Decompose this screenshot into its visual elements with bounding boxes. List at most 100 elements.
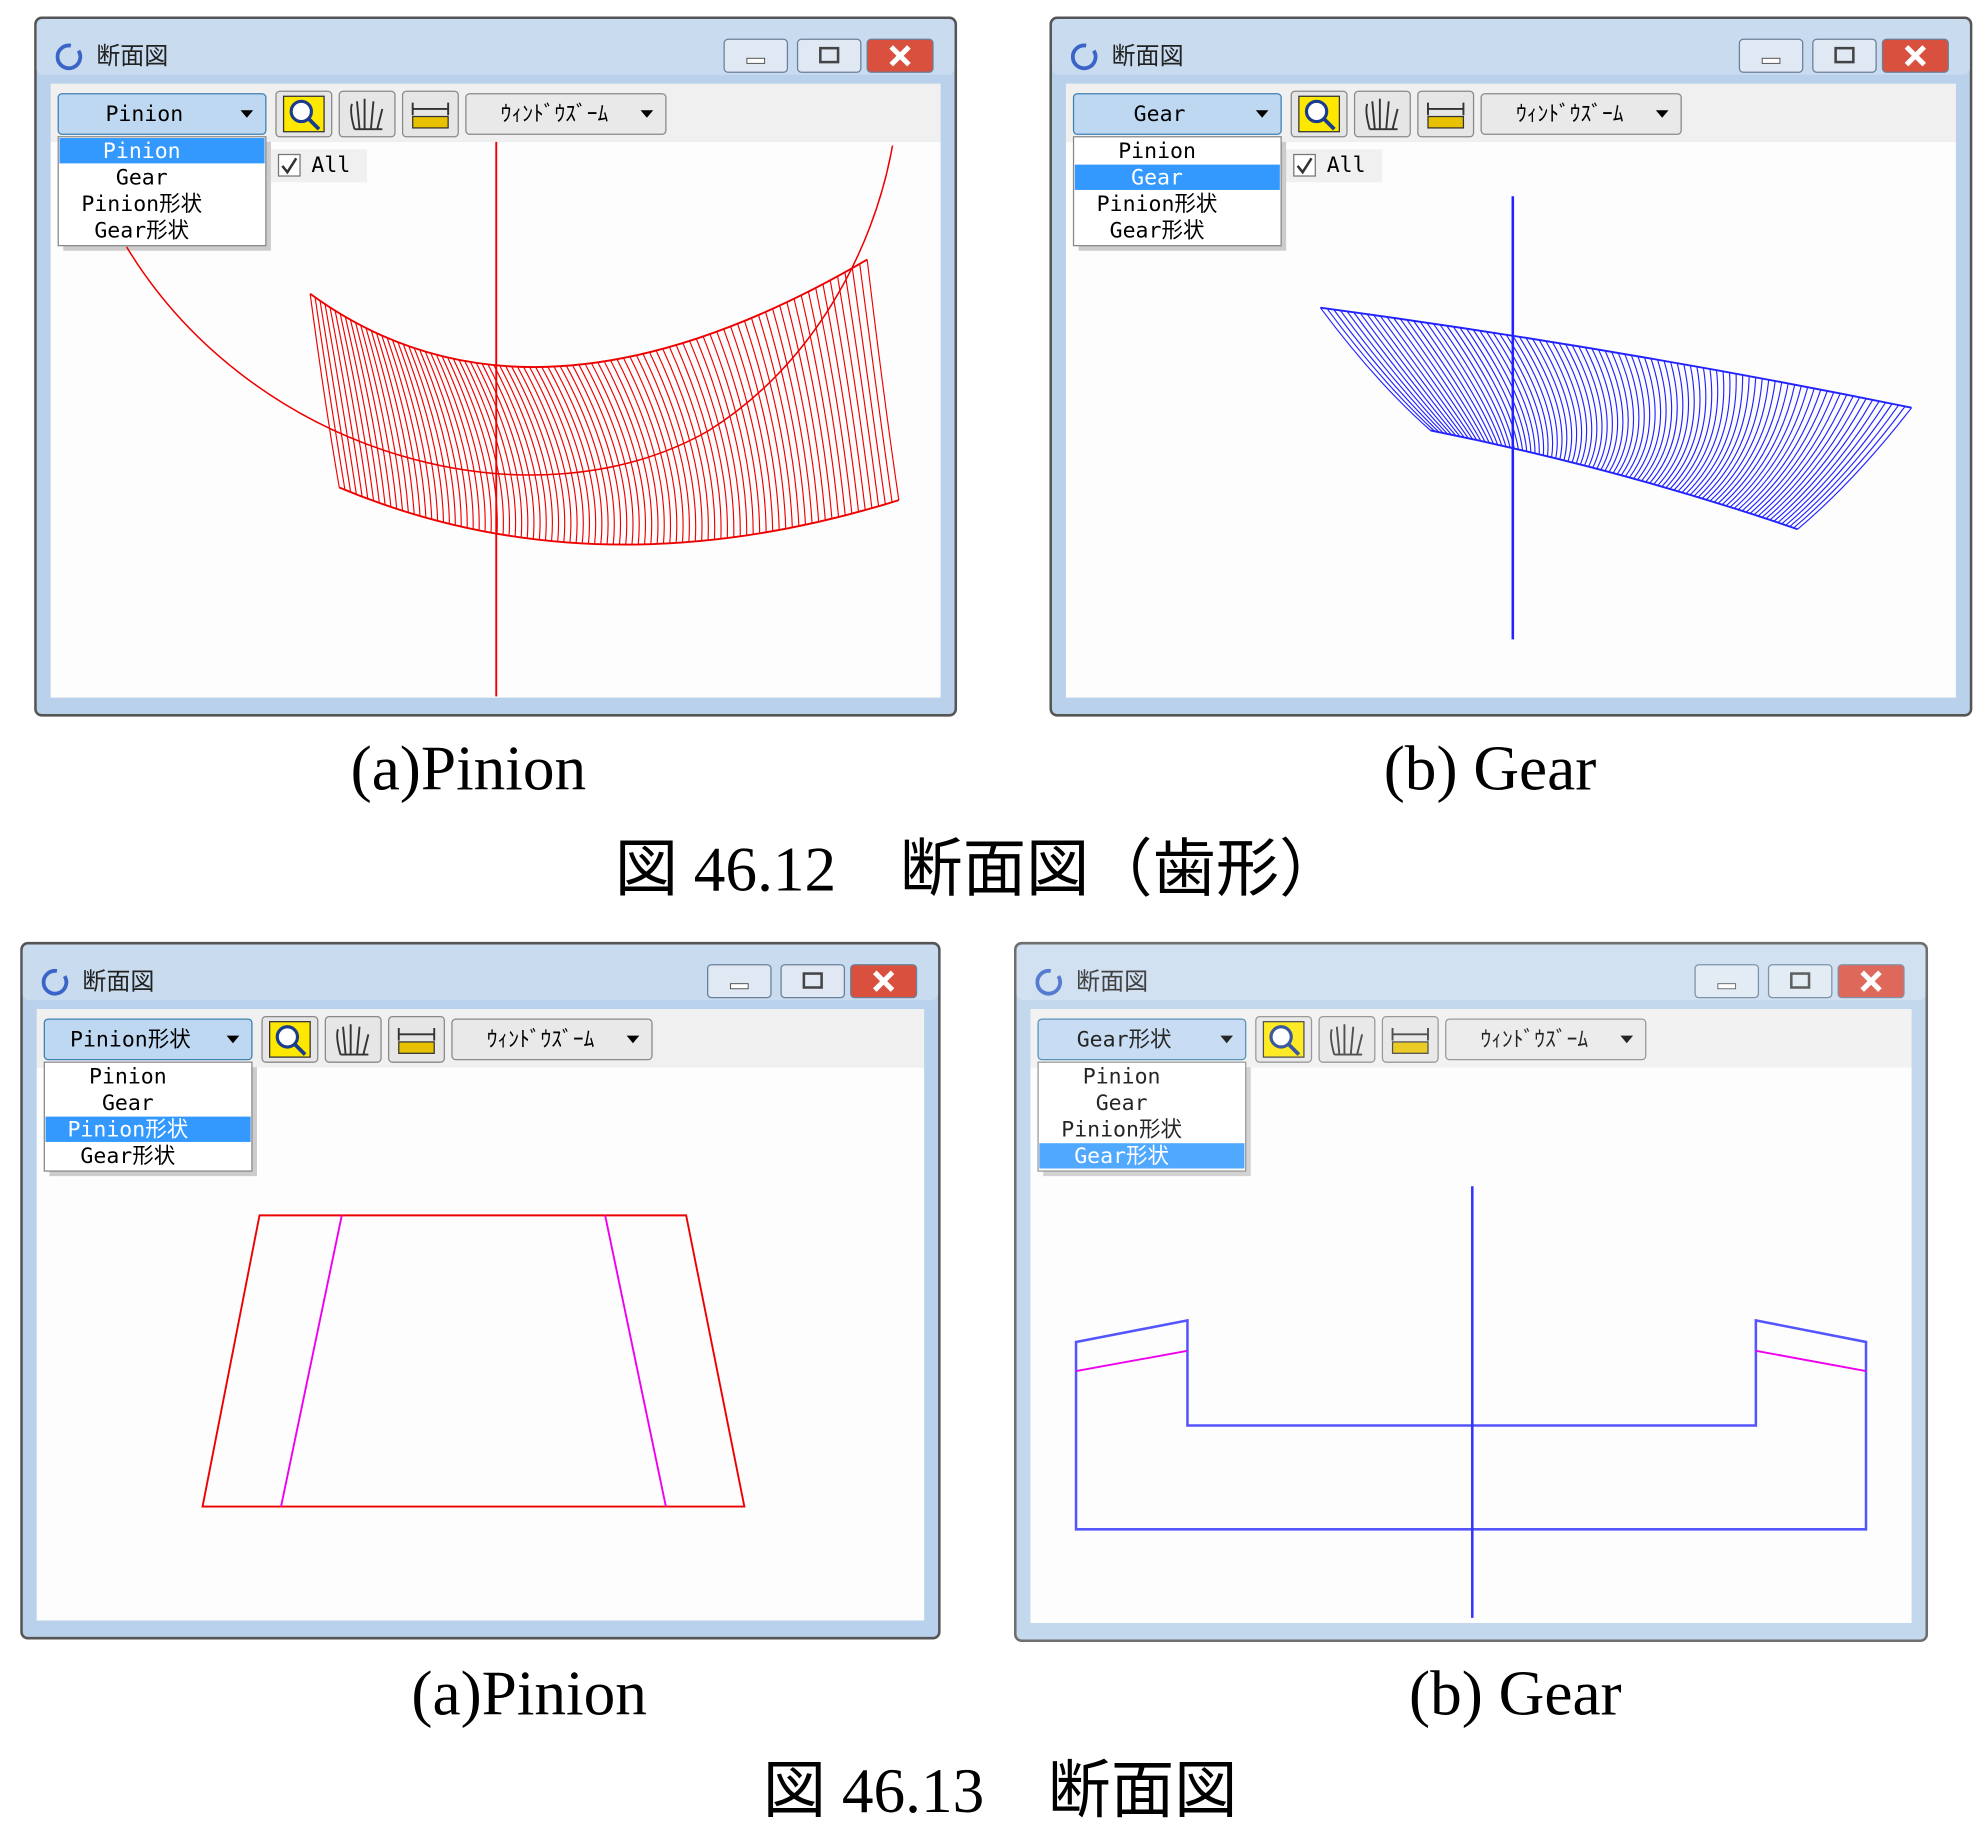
- dropdown-item[interactable]: Pinion形状: [81, 192, 202, 217]
- gear-mesh-line: [1538, 339, 1573, 462]
- pinion-mesh-line: [464, 360, 511, 536]
- gear-mesh-line: [1649, 361, 1678, 484]
- pinion-mesh-line: [339, 313, 375, 501]
- maximize-button[interactable]: [1767, 964, 1833, 999]
- dropdown-item[interactable]: Pinion: [1083, 1064, 1161, 1089]
- dropdown-highlight: [59, 138, 265, 164]
- minimize-button[interactable]: [707, 964, 772, 999]
- dropdown-item[interactable]: Pinion形状: [1061, 1118, 1182, 1143]
- measure-icon: [1391, 1041, 1429, 1054]
- gear-mesh-line: [1669, 367, 1707, 490]
- dropdown-item[interactable]: Gear: [1096, 1091, 1148, 1116]
- gear-mesh-line: [1753, 393, 1841, 516]
- dropdown-item[interactable]: Pinion形状: [67, 1118, 188, 1143]
- maximize-button-bg: [796, 38, 862, 73]
- pinion-mesh-line: [487, 364, 535, 540]
- close-button[interactable]: [1837, 964, 1905, 999]
- pinion-mesh-line: [319, 300, 352, 493]
- close-button[interactable]: [866, 38, 934, 73]
- zoom-mode-combo[interactable]: ｳｨﾝﾄﾞｳｽﾞｰﾑ: [1445, 1018, 1647, 1061]
- pinion-mesh-line: [822, 284, 860, 512]
- pinion-mesh-line: [517, 366, 566, 543]
- gear-mesh-line: [1446, 325, 1511, 448]
- gear-mesh-line: [1645, 360, 1673, 483]
- pan-button[interactable]: [1353, 90, 1411, 138]
- dropdown-item[interactable]: Pinion: [1118, 139, 1196, 164]
- gear-mesh-line: [1333, 309, 1440, 433]
- measure-button[interactable]: [1417, 90, 1475, 138]
- dropdown-item[interactable]: Pinion: [103, 139, 181, 164]
- part-combo[interactable]: Gear形状: [1037, 1018, 1247, 1061]
- pinion-mesh-line: [324, 304, 357, 495]
- checkbox[interactable]: [1293, 153, 1316, 177]
- part-combo[interactable]: Pinion形状: [43, 1018, 253, 1061]
- close-button[interactable]: [850, 964, 918, 999]
- dropdown-item[interactable]: Gear形状: [94, 219, 189, 244]
- minimize-glyph: [746, 57, 766, 64]
- dropdown-item[interactable]: Gear: [116, 166, 168, 191]
- dropdown-item[interactable]: Gear形状: [80, 1144, 175, 1169]
- maximize-button-bg: [1812, 38, 1877, 73]
- dropdown-item[interactable]: Gear: [102, 1091, 154, 1116]
- pan-button[interactable]: [338, 90, 396, 138]
- pan-button[interactable]: [1318, 1015, 1376, 1063]
- zoom-button[interactable]: [275, 90, 333, 138]
- pinion-mesh-line: [807, 291, 846, 516]
- gear-mesh-line: [1633, 357, 1656, 479]
- close-glyph: [889, 45, 911, 67]
- pinion-mesh-line: [572, 365, 622, 545]
- zoom-mode-combo[interactable]: ｳｨﾝﾄﾞｳｽﾞｰﾑ: [465, 93, 667, 135]
- figure-caption: 図 46.12 断面図（歯形）: [615, 835, 1343, 905]
- pinion-mesh-line: [851, 268, 886, 505]
- gear-mesh-line: [1571, 345, 1598, 467]
- dropdown-item[interactable]: Gear形状: [1074, 1144, 1169, 1169]
- app-icon: [1035, 968, 1062, 996]
- checkbox[interactable]: [277, 153, 301, 177]
- measure-button[interactable]: [1381, 1015, 1439, 1063]
- pinion-mesh-line: [866, 259, 900, 501]
- pinion-mesh-line: [590, 362, 640, 545]
- pinion-mesh-line: [750, 317, 793, 528]
- pinion-mesh-line: [702, 336, 748, 536]
- window-title: 断面図: [1111, 42, 1183, 70]
- gear-mesh-line: [1485, 331, 1536, 454]
- zoom-button[interactable]: [261, 1015, 319, 1063]
- gear-mesh-line: [1681, 371, 1725, 493]
- window-title: 断面図: [1076, 967, 1148, 995]
- minimize-button[interactable]: [1738, 38, 1804, 73]
- app-icon: [41, 968, 69, 996]
- minimize-button[interactable]: [723, 38, 789, 73]
- measure-button[interactable]: [388, 1015, 445, 1063]
- dropdown-item[interactable]: Pinion形状: [1097, 192, 1218, 217]
- maximize-button[interactable]: [796, 38, 862, 73]
- zoom-button[interactable]: [1255, 1015, 1313, 1063]
- dropdown-item[interactable]: Pinion: [89, 1064, 167, 1089]
- maximize-button-bg: [1767, 964, 1833, 999]
- zoom-mode-combo[interactable]: ｳｨﾝﾄﾞｳｽﾞｰﾑ: [451, 1018, 653, 1061]
- gear-mesh-line: [1616, 352, 1635, 475]
- gear-mesh-line: [1637, 358, 1662, 481]
- pinion-mesh-line: [424, 351, 468, 528]
- measure-button[interactable]: [401, 90, 459, 138]
- maximize-button[interactable]: [780, 964, 846, 999]
- part-combo[interactable]: Pinion: [57, 93, 267, 135]
- pinion-mesh-line: [622, 357, 672, 544]
- measure-arrow: [411, 102, 450, 116]
- maximize-button[interactable]: [1812, 38, 1877, 73]
- minimize-button[interactable]: [1694, 964, 1760, 999]
- part-combo[interactable]: Gear: [1072, 93, 1282, 135]
- dropdown-item[interactable]: Gear形状: [1110, 219, 1205, 244]
- zoom-mode-combo[interactable]: ｳｨﾝﾄﾞｳｽﾞｰﾑ: [1480, 93, 1682, 135]
- close-button[interactable]: [1881, 38, 1949, 73]
- maximize-glyph: [1790, 972, 1811, 989]
- pan-button[interactable]: [324, 1015, 382, 1063]
- maximize-button-bg: [780, 964, 846, 999]
- zoom-button[interactable]: [1290, 90, 1348, 138]
- pinion-mesh-line: [309, 293, 340, 488]
- window-title: 断面図: [82, 967, 154, 995]
- measure-arrow: [397, 1028, 436, 1041]
- dropdown-item[interactable]: Gear: [1131, 166, 1183, 191]
- gear-mesh-line: [1459, 327, 1520, 450]
